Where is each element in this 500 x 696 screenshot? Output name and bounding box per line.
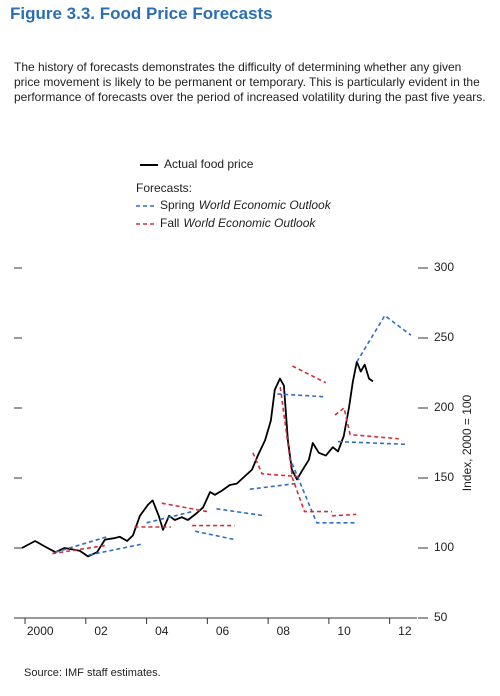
forecast-line xyxy=(146,510,193,524)
legend-title: Forecasts: xyxy=(136,181,192,195)
legend-label-part: World Economic Outlook xyxy=(199,198,332,212)
forecast-line xyxy=(195,530,235,541)
source-note: Source: IMF staff estimates. xyxy=(24,667,161,679)
forecast-line xyxy=(252,452,299,478)
y-tick-label: 250 xyxy=(434,330,454,344)
legend-label-part: Fall xyxy=(160,216,179,230)
legend-label-part: World Economic Outlook xyxy=(183,216,316,230)
description: The history of forecasts demonstrates th… xyxy=(14,60,486,104)
y-tick-label: 150 xyxy=(434,470,454,484)
x-tick-label: 04 xyxy=(155,624,169,638)
actual-line xyxy=(21,360,374,558)
y-axis-label: Index, 2000 = 100 xyxy=(460,394,474,491)
forecast-line xyxy=(88,543,144,556)
chart: Forecasts: 50 100 150 200 250 300 Index, 2000 … xyxy=(14,157,474,638)
x-tick-label: 06 xyxy=(216,624,230,638)
forecast-line xyxy=(55,536,108,553)
forecast-line xyxy=(331,513,357,517)
forecast-line xyxy=(277,393,326,398)
forecast-line xyxy=(292,365,327,384)
forecast-line xyxy=(279,386,332,513)
legend-label: Actual food price xyxy=(164,157,254,171)
forecast-line xyxy=(249,482,296,490)
legend-label-part: Actual food price xyxy=(164,157,254,171)
forecast-line xyxy=(161,502,208,513)
legend-label: Fall World Economic Outlook xyxy=(160,216,316,230)
forecast-line xyxy=(216,508,266,517)
y-tick-label: 200 xyxy=(434,400,454,414)
x-tick-label: 2000 xyxy=(27,624,54,638)
forecast-line xyxy=(288,456,357,524)
forecast-line xyxy=(337,440,408,446)
x-tick-label: 08 xyxy=(277,624,291,638)
y-tick-label: 300 xyxy=(434,260,454,274)
legend-label: Spring World Economic Outlook xyxy=(160,198,332,212)
x-tick-label: 10 xyxy=(337,624,351,638)
y-tick-label: 50 xyxy=(434,610,448,624)
y-tick-label: 100 xyxy=(434,540,454,554)
x-tick-label: 02 xyxy=(94,624,108,638)
chart-title: Figure 3.3. Food Price Forecasts xyxy=(10,4,273,23)
forecast-line xyxy=(52,544,108,555)
x-tick-label: 12 xyxy=(398,624,412,638)
legend-label-part: Spring xyxy=(160,198,195,212)
forecast-line xyxy=(334,407,399,440)
forecast-line xyxy=(356,314,412,363)
